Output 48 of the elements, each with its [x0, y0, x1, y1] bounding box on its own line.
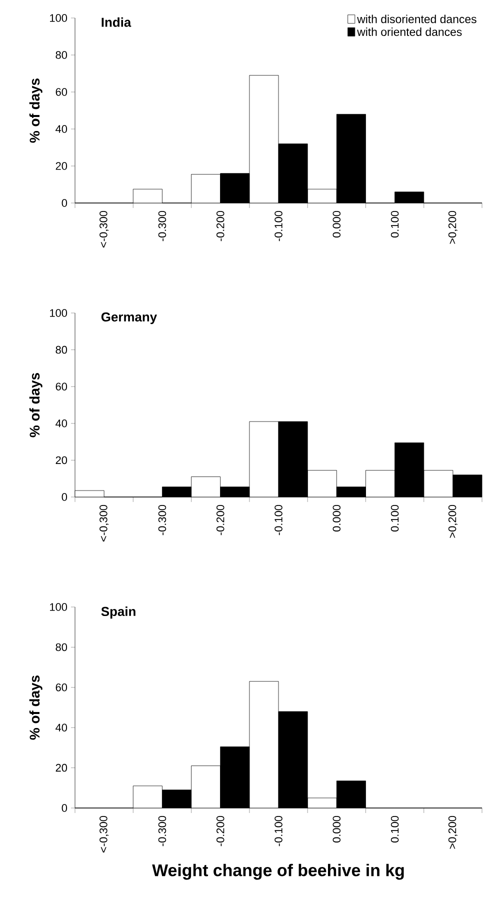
x-tick-label: <-0,300 — [100, 210, 109, 248]
x-tick-label: 0.000 — [332, 816, 341, 843]
x-tick-label: -0.200 — [216, 504, 224, 536]
x-tick-label: 0.100 — [390, 504, 399, 532]
x-tick-label: -0.100 — [274, 816, 282, 846]
y-tick-label: 20 — [56, 764, 68, 772]
y-tick-label: 40 — [56, 724, 68, 732]
x-axis-title: Weight change of beehive in kg — [152, 864, 404, 880]
x-tick-label: >0,200 — [448, 816, 458, 849]
chart-title: India — [102, 17, 132, 27]
x-tick-label: 0.100 — [390, 210, 399, 238]
x-tick-label: 0.000 — [332, 210, 341, 238]
x-tick-label: -0.100 — [274, 504, 282, 536]
y-tick-label: 60 — [56, 382, 68, 390]
y-tick-label: 60 — [56, 684, 68, 692]
x-tick-label: -0.300 — [158, 210, 166, 242]
y-tick-label: 20 — [56, 456, 68, 464]
x-tick-label: -0.200 — [216, 210, 224, 242]
x-tick-label: <-0,300 — [100, 816, 109, 852]
y-axis-title: % of days — [29, 676, 42, 740]
y-tick-label: 0 — [62, 493, 68, 501]
y-tick-label: 40 — [56, 125, 68, 133]
y-tick-label: 80 — [56, 51, 68, 59]
y-tick-label: 80 — [56, 346, 68, 354]
legend-label: with oriented dances — [357, 28, 462, 36]
legend-label: with disoriented dances — [357, 14, 476, 24]
x-tick-label: <-0,300 — [100, 504, 109, 542]
x-tick-label: -0.200 — [216, 816, 224, 846]
x-tick-label: 0.000 — [332, 504, 341, 532]
y-tick-label: 0 — [62, 199, 68, 207]
y-tick-label: 100 — [50, 14, 68, 22]
x-tick-label: >0,200 — [448, 210, 458, 244]
x-tick-label: 0.100 — [390, 816, 399, 843]
x-tick-label: -0.300 — [158, 816, 166, 846]
x-tick-label: -0.300 — [158, 504, 166, 536]
y-tick-label: 60 — [56, 88, 68, 96]
x-tick-label: >0,200 — [448, 504, 458, 538]
y-tick-label: 40 — [56, 420, 68, 428]
y-tick-label: 80 — [56, 643, 68, 652]
chart-title: Germany — [101, 312, 157, 324]
x-tick-label: -0.100 — [274, 210, 282, 242]
y-tick-label: 100 — [50, 603, 68, 611]
y-tick-label: 20 — [56, 162, 68, 170]
y-axis-title: % of days — [29, 78, 42, 143]
y-axis-title: % of days — [29, 373, 42, 438]
chart-title: Spain — [101, 606, 136, 619]
y-tick-label: 100 — [50, 309, 68, 317]
y-tick-label: 0 — [62, 804, 68, 812]
